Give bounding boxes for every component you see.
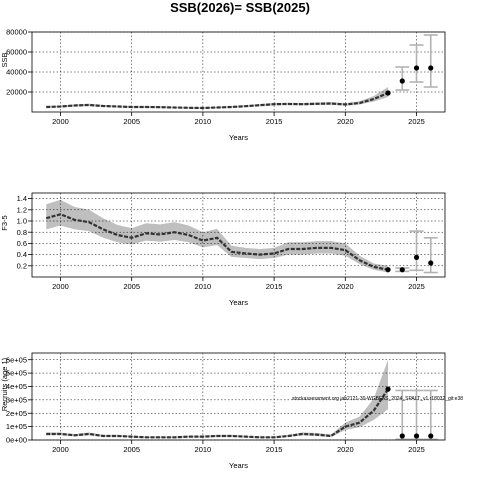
fbar-plot-frame [31, 192, 446, 278]
recruits-y-axis-label: Recruits (age 1) [0, 357, 9, 411]
fbar-ytick-label-5: 1.2 [17, 205, 27, 214]
fbar-xtick-label-2010: 2010 [195, 282, 212, 291]
recruits-plot-frame [31, 352, 446, 441]
recruits-ytick-label-2: 2e+05 [6, 409, 27, 418]
fbar-ytick-label-3: 0.8 [17, 228, 27, 237]
ssb-projection-point-2026 [428, 65, 434, 71]
fbar-ytick-label-1: 0.4 [17, 250, 27, 259]
fbar-x-axis-label: Years [229, 298, 248, 307]
fbar-xtick-label-2015: 2015 [266, 282, 283, 291]
recruits-projection-point-2024 [399, 433, 405, 439]
recruits-ytick-label-5: 5e+05 [6, 369, 27, 378]
recruits-ytick-label-4: 4e+05 [6, 382, 27, 391]
recruits-xtick-label-2005: 2005 [123, 445, 140, 454]
ssb-xtick-label-2025: 2025 [408, 117, 425, 126]
fbar-projection-point-2024 [399, 267, 405, 273]
fbar-xtick-label-2025: 2025 [408, 282, 425, 291]
recruits-xtick-label-2015: 2015 [266, 445, 283, 454]
fbar-ytick-label-2: 0.6 [17, 239, 27, 248]
ssb-xtick-label-2015: 2015 [266, 117, 283, 126]
fbar-ytick-label-6: 1.4 [17, 194, 27, 203]
ssb-xtick-label-2000: 2000 [52, 117, 69, 126]
fbar-xtick-label-2005: 2005 [123, 282, 140, 291]
ssb-xtick-label-2020: 2020 [337, 117, 354, 126]
ssb-estimate-line [46, 91, 389, 110]
fbar-xtick-label-2020: 2020 [337, 282, 354, 291]
fbar-projection-point-2026 [428, 260, 434, 266]
recruits-x-axis-label: Years [229, 461, 248, 470]
ssb-xtick-label-2005: 2005 [123, 117, 140, 126]
ssb-projection-point-2025 [413, 65, 420, 71]
fbar-y-axis-label: F3-5 [0, 215, 9, 230]
fbar-estimate-line [45, 213, 389, 271]
fbar-last-year-point [385, 267, 391, 273]
ssb-x-axis-label: Years [229, 133, 248, 142]
ssb-ytick-label-2: 60000 [6, 48, 27, 57]
fbar-ytick-label-4: 1.0 [17, 217, 27, 226]
recruits-projection-point-2025 [413, 433, 420, 439]
panel-ssb: 2000 2005 2010 2015 2020 2025 20000 40000 60000 8… [0, 28, 446, 142]
ssb-ytick-label-1: 40000 [6, 68, 27, 77]
ssb-projection-point-2024 [399, 78, 405, 84]
ssb-last-year-point [385, 90, 391, 96]
ssb-y-axis-label: SSB [0, 52, 9, 67]
panel-fbar: 2000 2005 2010 2015 2020 2025 0.2 0.4 0.6 0.8 1.0 1… [0, 192, 446, 307]
recruits-ytick-label-0: 0e+00 [6, 436, 27, 445]
recruits-xtick-label-2000: 2000 [52, 445, 69, 454]
recruits-ytick-label-3: 3e+05 [6, 395, 27, 404]
recruits-xtick-label-2025: 2025 [408, 445, 425, 454]
recruits-ytick-label-6: 6e+05 [6, 355, 27, 364]
fbar-ytick-label-0: 0.2 [17, 261, 27, 270]
ssb-xtick-label-2010: 2010 [195, 117, 212, 126]
figure-title: SSB(2026)= SSB(2025) [170, 0, 310, 15]
fbar-confidence-band [46, 199, 389, 273]
fbar-xtick-label-2000: 2000 [52, 282, 69, 291]
recruits-ytick-label-1: 1e+05 [6, 422, 27, 431]
recruits-projection-point-2026 [428, 433, 434, 439]
recruits-estimate-line [46, 388, 389, 439]
recruits-source-annotation: stockassessment.org jab2121-30-WGBFAS_20… [292, 396, 463, 402]
recruits-xtick-label-2010: 2010 [195, 445, 212, 454]
recruits-last-year-point [385, 386, 391, 392]
ssb-ytick-label-3: 80000 [6, 28, 27, 37]
panel-recruits: 2000 2005 2010 2015 2020 2025 0e+00 1e+05 2e+05 3… [0, 352, 463, 470]
recruits-xtick-label-2020: 2020 [337, 445, 354, 454]
ssb-ytick-label-0: 20000 [6, 88, 27, 97]
fbar-projection-point-2025 [413, 254, 420, 260]
